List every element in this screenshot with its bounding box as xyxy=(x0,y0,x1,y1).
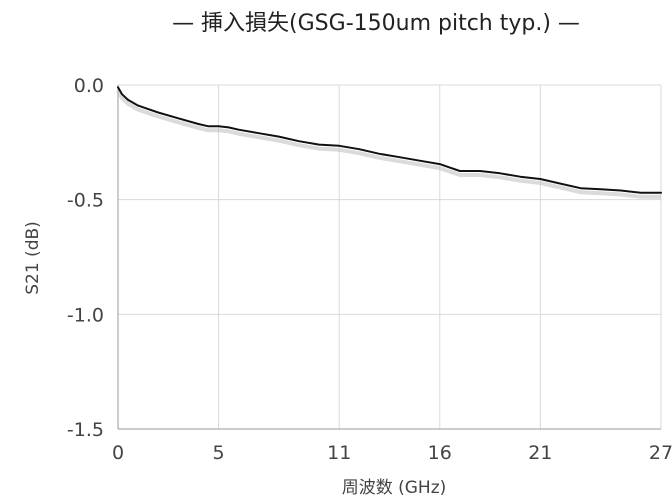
series-layer xyxy=(116,86,662,199)
y-tick-label: -1.5 xyxy=(67,419,104,441)
tick-labels: 0.0 -0.5 -1.0 -1.5 0 5 11 16 21 27 xyxy=(67,75,672,464)
y-tick-label: 0.0 xyxy=(74,75,104,97)
series-line-shadow xyxy=(116,90,661,199)
x-tick-label: 21 xyxy=(528,442,552,464)
chart-title: — 挿入損失(GSG-150um pitch typ.) — xyxy=(172,11,580,36)
y-tick-label: -0.5 xyxy=(67,190,104,212)
x-tick-label: 11 xyxy=(327,442,351,464)
x-tick-label: 5 xyxy=(213,442,225,464)
series-line xyxy=(117,86,662,194)
grid xyxy=(118,84,662,429)
y-tick-label: -1.0 xyxy=(67,304,104,326)
axes xyxy=(117,85,661,430)
x-axis-label: 周波数 (GHz) xyxy=(342,478,447,498)
x-tick-label: 27 xyxy=(649,442,672,464)
x-tick-label: 0 xyxy=(112,442,124,464)
x-tick-label: 16 xyxy=(428,442,452,464)
y-axis-label: S21 (dB) xyxy=(23,221,43,295)
